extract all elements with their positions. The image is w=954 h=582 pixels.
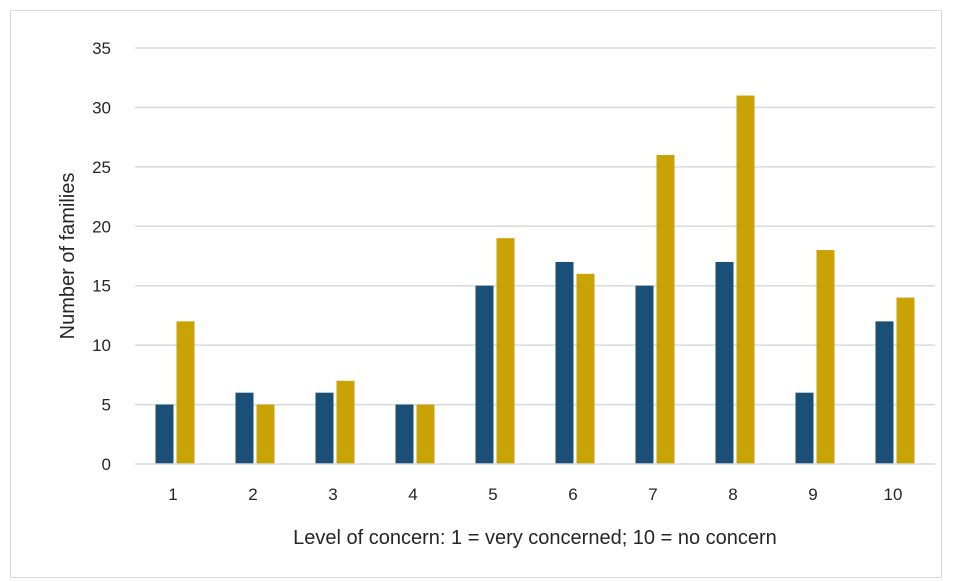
y-tick-label: 30 bbox=[92, 98, 111, 117]
y-axis-title: Number of families bbox=[57, 173, 79, 340]
x-tick-label: 5 bbox=[488, 485, 497, 504]
x-axis-tick-labels: 1 2 3 4 5 6 7 8 9 10 bbox=[168, 485, 902, 504]
x-tick-label: 7 bbox=[648, 485, 657, 504]
x-axis-title: Level of concern: 1 = very concerned; 10… bbox=[293, 527, 777, 549]
bar-series-2-category-7 bbox=[656, 154, 675, 464]
bar-series-1-category-5 bbox=[475, 285, 494, 464]
bar-series-2-category-5 bbox=[496, 238, 515, 464]
bar-series-1-category-3 bbox=[315, 392, 334, 464]
y-tick-label: 10 bbox=[92, 336, 111, 355]
bar-series-2-category-3 bbox=[336, 380, 355, 464]
bar-series-1-category-1 bbox=[155, 404, 174, 464]
y-tick-label: 35 bbox=[92, 39, 111, 58]
bar-series-1-category-7 bbox=[635, 285, 654, 464]
bar-series-1-category-2 bbox=[235, 392, 254, 464]
bar-series-1-category-10 bbox=[875, 321, 894, 464]
x-tick-label: 6 bbox=[568, 485, 577, 504]
y-tick-label: 20 bbox=[92, 217, 111, 236]
x-tick-label: 8 bbox=[728, 485, 737, 504]
bar-series-2-category-2 bbox=[256, 404, 275, 464]
x-tick-label: 3 bbox=[328, 485, 337, 504]
x-tick-label: 4 bbox=[408, 485, 417, 504]
y-tick-label: 5 bbox=[102, 396, 111, 415]
x-tick-label: 2 bbox=[248, 485, 257, 504]
y-tick-label: 15 bbox=[92, 277, 111, 296]
x-tick-label: 9 bbox=[808, 485, 817, 504]
y-axis-tick-labels: 0 5 10 15 20 25 30 35 bbox=[92, 39, 111, 474]
bar-series-2-category-8 bbox=[736, 95, 755, 465]
bar-series-1-category-9 bbox=[795, 392, 814, 464]
bar-series-1-category-4 bbox=[395, 404, 414, 464]
bar-series-2-category-6 bbox=[576, 273, 595, 464]
x-tick-label: 1 bbox=[168, 485, 177, 504]
y-tick-label: 0 bbox=[102, 455, 111, 474]
gridlines bbox=[135, 47, 935, 406]
bar-series-1-category-8 bbox=[715, 261, 734, 464]
bar-series-2-category-10 bbox=[896, 297, 915, 464]
bar-series-2-category-9 bbox=[816, 250, 835, 464]
y-tick-label: 25 bbox=[92, 158, 111, 177]
bar-series-2-category-1 bbox=[176, 321, 195, 464]
x-tick-label: 10 bbox=[884, 485, 903, 504]
bars bbox=[155, 95, 915, 465]
bar-series-1-category-6 bbox=[555, 261, 574, 464]
bar-series-2-category-4 bbox=[416, 404, 435, 464]
